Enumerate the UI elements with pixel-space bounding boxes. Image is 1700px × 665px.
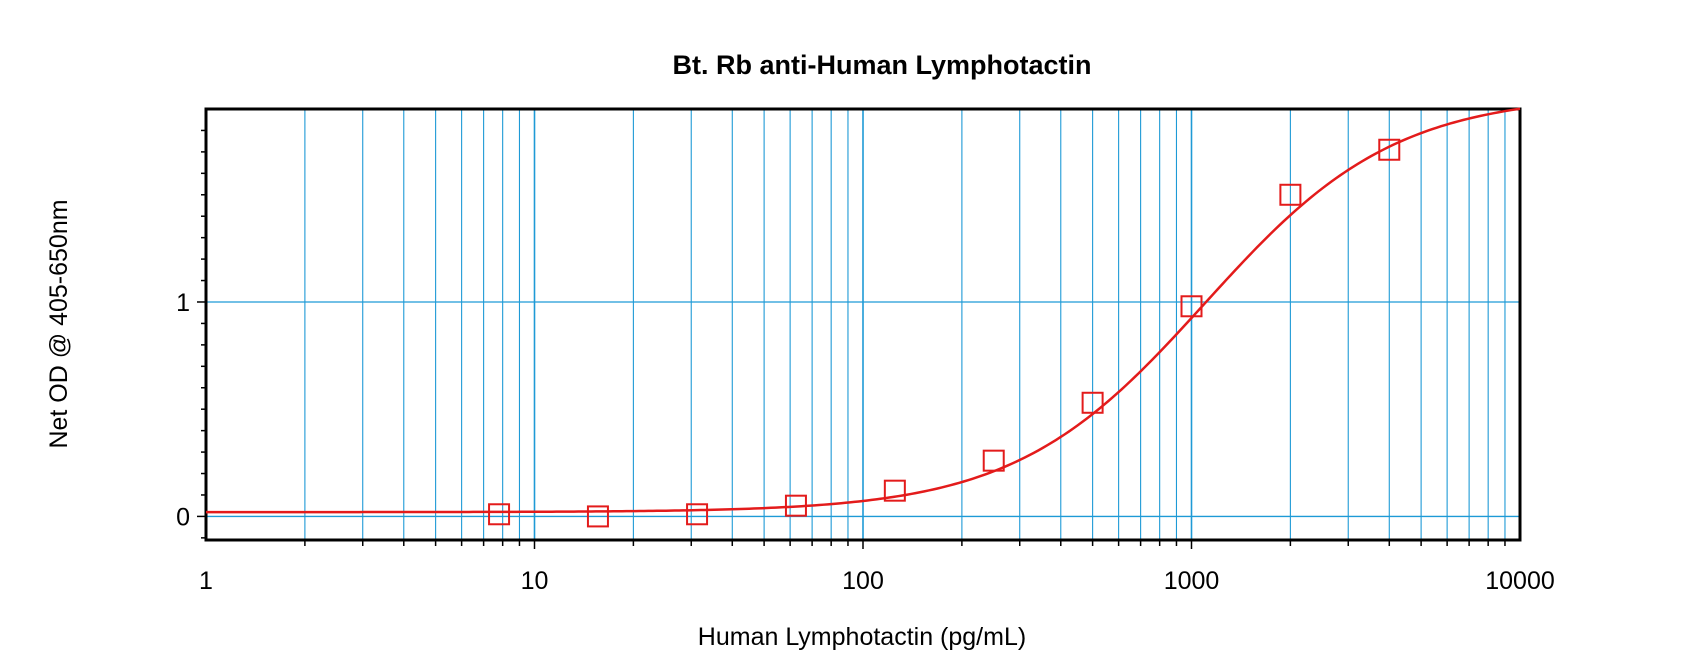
x-tick-label: 10 [521, 567, 549, 595]
data-point [883, 479, 906, 502]
data-point [1279, 183, 1302, 206]
axis-ticks [197, 129, 1506, 549]
x-tick-label: 10000 [1485, 567, 1555, 595]
x-tick-label: 1000 [1164, 567, 1220, 595]
data-point [1180, 295, 1203, 318]
data-point [982, 449, 1005, 472]
grid [206, 109, 1520, 540]
x-tick-labels: 1 10 100 1000 10000 [199, 567, 1555, 595]
y-tick-label: 0 [176, 503, 190, 531]
data-point [686, 503, 709, 526]
chart-title: Bt. Rb anti-Human Lymphotactin [673, 50, 1092, 80]
data-point [784, 494, 807, 517]
x-tick-label: 100 [842, 567, 884, 595]
data-point [488, 503, 511, 526]
y-axis-label: Net OD @ 405-650nm [45, 199, 73, 448]
y-tick-label: 1 [176, 289, 190, 317]
x-axis-label: Human Lymphotactin (pg/mL) [698, 623, 1026, 651]
data-points [488, 138, 1401, 528]
data-point [1378, 138, 1401, 161]
x-tick-label: 1 [199, 567, 213, 595]
data-point [1081, 391, 1104, 414]
y-tick-labels: 01 [176, 289, 190, 531]
data-point [586, 505, 609, 528]
